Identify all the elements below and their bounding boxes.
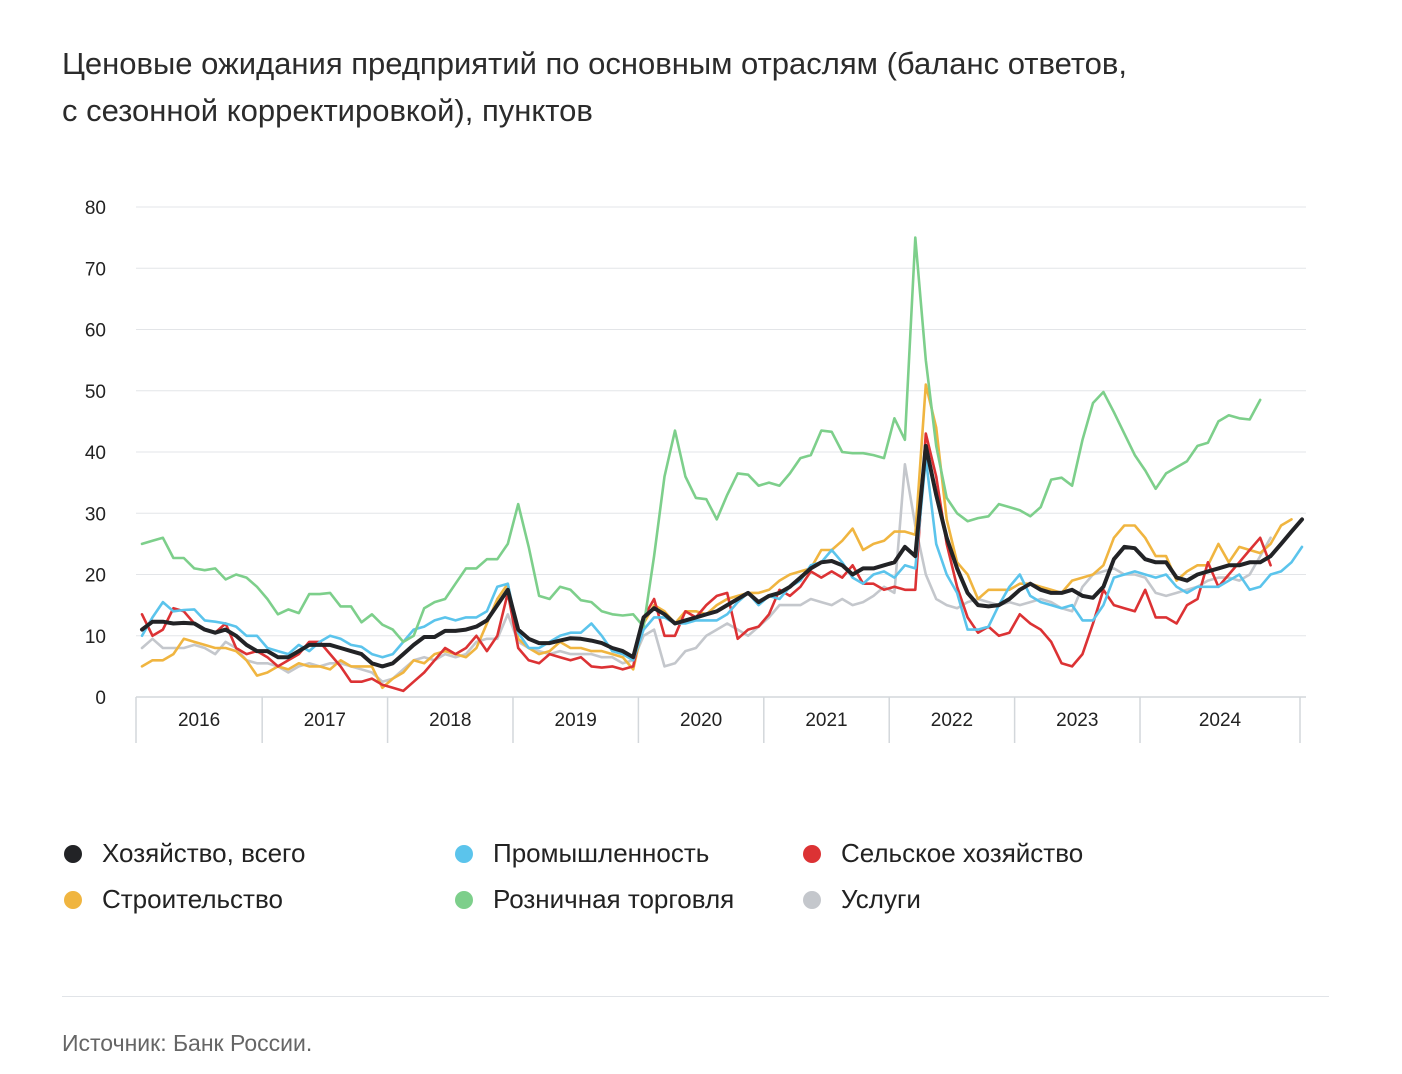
y-tick-label: 10 xyxy=(85,627,106,648)
y-axis-ticks: 0 10 20 30 40 50 60 70 80 xyxy=(85,198,106,709)
chart-title: Ценовые ожидания предприятий по основным… xyxy=(62,40,1342,134)
legend-label: Строительство xyxy=(102,884,283,914)
y-tick-label: 70 xyxy=(85,259,106,280)
series-line-0 xyxy=(140,443,1304,669)
x-tick-label: 2024 xyxy=(1199,710,1242,731)
x-tick-label: 2021 xyxy=(805,710,847,731)
legend-item: Строительство xyxy=(64,884,283,915)
x-tick-label: 2023 xyxy=(1056,710,1098,731)
legend-label: Хозяйство, всего xyxy=(102,838,306,868)
legend-label: Сельское хозяйство xyxy=(841,838,1084,868)
divider xyxy=(62,996,1329,997)
series-line-1 xyxy=(140,456,1304,662)
x-tick-label: 2017 xyxy=(304,710,346,731)
y-tick-label: 50 xyxy=(85,382,106,403)
y-tick-label: 80 xyxy=(85,198,106,219)
legend-dot xyxy=(64,844,82,863)
legend-dot xyxy=(64,890,82,909)
legend-label: Услуги xyxy=(841,884,921,914)
chart-title-line-1: Ценовые ожидания предприятий по основным… xyxy=(62,46,1128,81)
legend-item: Хозяйство, всего xyxy=(64,838,305,869)
legend-label: Промышленность xyxy=(493,838,710,868)
series-line-4 xyxy=(140,236,1262,644)
legend-dot xyxy=(455,844,473,863)
series-line-2 xyxy=(140,432,1272,693)
legend-label: Розничная торговля xyxy=(493,884,735,914)
y-tick-label: 0 xyxy=(95,688,106,709)
legend-dot xyxy=(455,890,473,909)
legend-dot xyxy=(803,844,821,863)
x-tick-label: 2019 xyxy=(555,710,597,731)
x-tick-label: 2016 xyxy=(178,710,220,731)
y-tick-label: 40 xyxy=(85,443,106,464)
legend-item: Промышленность xyxy=(455,838,709,869)
source-note: Источник: Банк России. xyxy=(62,1030,313,1056)
grid-lines xyxy=(136,206,1306,637)
series-line-5 xyxy=(140,462,1272,684)
legend-item: Услуги xyxy=(803,884,921,915)
legend-dot xyxy=(803,890,821,909)
y-tick-label: 20 xyxy=(85,566,106,587)
series-line-3 xyxy=(140,383,1293,690)
series-lines xyxy=(140,236,1304,693)
legend-item: Сельское хозяйство xyxy=(803,838,1083,869)
x-tick-label: 2020 xyxy=(680,710,722,731)
chart-title-line-2: с сезонной корректировкой), пунктов xyxy=(62,93,593,128)
x-axis: 2016 2017 2018 2019 2020 2021 2022 2023 2024 xyxy=(135,696,1306,743)
y-tick-label: 30 xyxy=(85,504,106,525)
x-tick-label: 2022 xyxy=(931,710,973,731)
x-tick-label: 2018 xyxy=(429,710,471,731)
legend-item: Розничная торговля xyxy=(455,884,734,915)
y-tick-label: 60 xyxy=(85,321,106,342)
